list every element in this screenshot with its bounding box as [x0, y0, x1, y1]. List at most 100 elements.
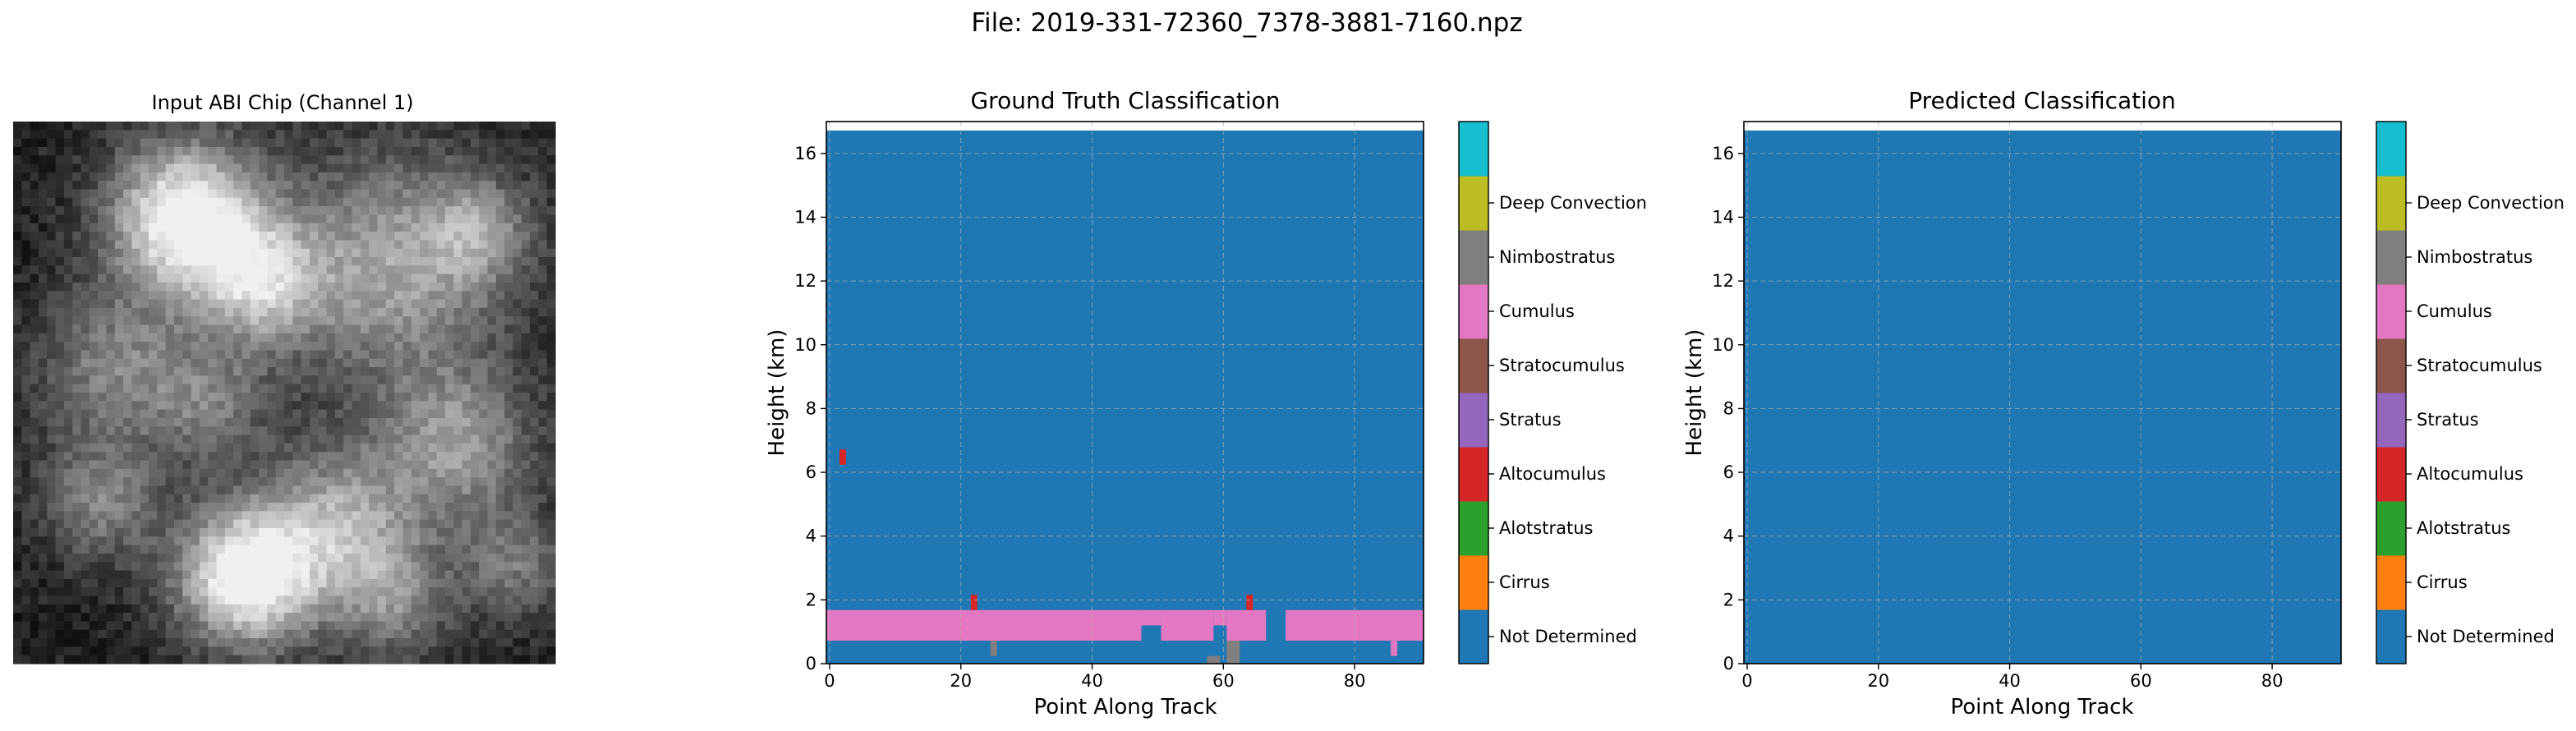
ground-truth-title: Ground Truth Classification: [970, 87, 1280, 114]
colorbar-label: Deep Convection: [2417, 193, 2564, 213]
background-class-field: [1744, 130, 2341, 664]
y-tick-label: 4: [806, 526, 816, 546]
colorbar-segment: [2376, 284, 2406, 339]
y-tick-label: 10: [1712, 335, 1734, 355]
y-tick-label: 14: [794, 207, 816, 227]
colorbar-segment: [2376, 122, 2406, 177]
class-region-stratocumulus: [1161, 609, 1214, 641]
colorbar-label: Stratus: [2417, 410, 2479, 430]
class-region-cumulus: [1226, 641, 1240, 664]
colorbar-segment: [2376, 501, 2406, 556]
x-tick-label: 0: [1741, 671, 1752, 691]
colorbar-frame: [1458, 121, 1489, 664]
y-tick-label: 12: [1712, 271, 1734, 291]
colorbar-label: Alotstratus: [1499, 518, 1593, 538]
y-tick-label: 16: [1712, 144, 1734, 163]
class-region-alotstratus: [1246, 595, 1254, 610]
colorbar-segment: [1459, 338, 1488, 393]
colorbar-segment: [1459, 609, 1488, 664]
y-tick-label: 12: [794, 271, 816, 291]
x-tick-label: 80: [2261, 671, 2284, 691]
x-tick-label: 0: [824, 671, 835, 691]
colorbar-segment: [1459, 501, 1488, 556]
colorbar-label: Cirrus: [1499, 572, 1550, 592]
class-region-stratocumulus: [1391, 641, 1398, 656]
y-tick-label: 6: [1723, 462, 1734, 482]
colorbar-label: Not Determined: [2417, 627, 2555, 646]
colorbar-segment: [2376, 393, 2406, 448]
class-region-cumulus: [1207, 655, 1221, 664]
x-tick-label: 40: [1081, 671, 1103, 691]
y-tick-label: 14: [1712, 207, 1734, 227]
figure-suptitle: File: 2019-331-72360_7378-3881-7160.npz: [971, 8, 1522, 38]
y-tick-label: 6: [806, 462, 816, 482]
ground-truth-panel: Ground Truth Classification 0 20 40 60 80 0 2 4…: [765, 87, 1647, 720]
class-region-stratocumulus: [826, 609, 1142, 641]
x-tick-label: 80: [1344, 671, 1366, 691]
colorbar-segment: [1459, 176, 1488, 231]
y-tick-label: 0: [1723, 654, 1734, 674]
x-tick-label: 60: [1212, 671, 1235, 691]
class-region-stratocumulus: [1213, 609, 1227, 626]
colorbar-segment: [2376, 230, 2406, 285]
colorbar-label: Cirrus: [2417, 572, 2468, 592]
predicted-ylabel: Height (km): [1682, 329, 1707, 457]
colorbar-frame: [2376, 121, 2407, 664]
colorbar-segment: [2376, 609, 2406, 664]
colorbar-label: Alotstratus: [2417, 518, 2510, 538]
axes-frame: [826, 121, 1424, 664]
axes-frame: [1743, 121, 2342, 664]
colorbar-segment: [1459, 284, 1488, 339]
class-region-alotstratus: [839, 449, 846, 465]
y-tick-label: 8: [1723, 398, 1734, 418]
colorbar-label: Stratocumulus: [2417, 356, 2542, 375]
colorbar-label: Stratus: [1499, 410, 1562, 430]
colorbar-label: Deep Convection: [1499, 193, 1647, 213]
colorbar-segment: [1459, 393, 1488, 448]
y-tick-label: 16: [794, 144, 816, 163]
colorbar-label: Cumulus: [1499, 301, 1575, 321]
colorbar-segment: [1459, 122, 1488, 177]
predicted-colorbar: Not Determined Cirrus Alotstratus Altocumul…: [2376, 121, 2564, 664]
colorbar-label: Altocumulus: [2417, 464, 2523, 484]
x-tick-label: 20: [1867, 671, 1889, 691]
y-tick-label: 2: [1723, 590, 1734, 609]
ground-truth-xlabel: Point Along Track: [1033, 695, 1217, 720]
ground-truth-colorbar: Not Determined Cirrus Alotstratus Altocumul…: [1458, 121, 1647, 664]
x-tick-label: 40: [1999, 671, 2021, 691]
y-tick-label: 0: [806, 654, 816, 674]
colorbar-label: Not Determined: [1499, 627, 1637, 646]
y-tick-label: 4: [1723, 526, 1734, 546]
predicted-title: Predicted Classification: [1908, 87, 2176, 114]
colorbar-segment: [2376, 447, 2406, 502]
background-class-field: [826, 130, 1424, 664]
x-tick-label: 60: [2130, 671, 2152, 691]
colorbar-segment: [2376, 338, 2406, 393]
colorbar-label: Cumulus: [2417, 301, 2492, 321]
predicted-xlabel: Point Along Track: [1950, 695, 2133, 720]
class-region-cumulus: [990, 641, 997, 656]
input-chip-panel: Input ABI Chip (Channel 1): [13, 91, 556, 664]
predicted-panel: Predicted Classification 0 20 40 60 80 0 2 4 6 8 1…: [1682, 87, 2564, 720]
input-chip-title: Input ABI Chip (Channel 1): [151, 91, 413, 114]
input-chip-image: [13, 122, 556, 664]
colorbar-segment: [2376, 555, 2406, 610]
colorbar-label: Stratocumulus: [1499, 356, 1625, 375]
y-tick-label: 8: [806, 398, 816, 418]
x-tick-label: 20: [950, 671, 972, 691]
colorbar-segment: [1459, 447, 1488, 502]
ground-truth-plot-area: 0 20 40 60 80 0 2 4 6 8 10 12 14 16: [794, 121, 1424, 691]
ground-truth-ylabel: Height (km): [765, 329, 789, 457]
colorbar-segment: [1459, 230, 1488, 285]
class-region-stratocumulus: [1226, 609, 1267, 641]
colorbar-segment: [2376, 176, 2406, 231]
colorbar-segment: [1459, 555, 1488, 610]
colorbar-label: Altocumulus: [1499, 464, 1606, 484]
y-tick-label: 2: [806, 590, 816, 609]
class-region-alotstratus: [970, 595, 978, 610]
predicted-plot-area: 0 20 40 60 80 0 2 4 6 8 10 12 14 16: [1712, 121, 2342, 691]
class-region-stratocumulus: [1141, 609, 1162, 626]
colorbar-label: Nimbostratus: [1499, 247, 1615, 267]
y-tick-label: 10: [794, 335, 816, 355]
